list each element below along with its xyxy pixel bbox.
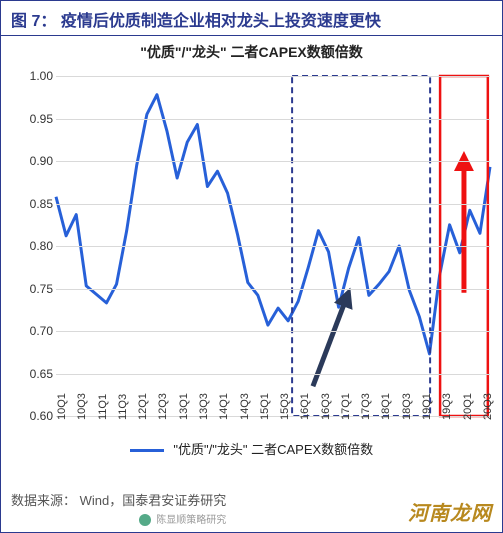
x-tick-label: 17Q1 bbox=[340, 393, 352, 420]
watermark: 河南龙网 bbox=[408, 497, 492, 526]
figure-container: 图 7： 疫情后优质制造企业相对龙头上投资速度更快 "优质"/"龙头" 二者CA… bbox=[0, 0, 503, 533]
x-tick-label: 16Q3 bbox=[320, 393, 332, 420]
x-tick-label: 13Q3 bbox=[198, 393, 210, 420]
x-tick-label: 12Q1 bbox=[137, 393, 149, 420]
gridline bbox=[56, 76, 490, 77]
gridline bbox=[56, 374, 490, 375]
x-tick-label: 18Q3 bbox=[401, 393, 413, 420]
x-tick-label: 20Q1 bbox=[462, 393, 474, 420]
x-tick-label: 11Q1 bbox=[97, 394, 109, 420]
x-tick-label: 16Q1 bbox=[299, 393, 311, 420]
x-tick-label: 15Q1 bbox=[259, 393, 271, 420]
gridline bbox=[56, 289, 490, 290]
y-tick-label: 0.65 bbox=[30, 367, 53, 381]
source-text: Wind，国泰君安证券研究 bbox=[80, 493, 227, 508]
x-tick-label: 20Q3 bbox=[482, 393, 494, 420]
x-tick-label: 13Q1 bbox=[178, 393, 190, 420]
x-tick-label: 10Q3 bbox=[76, 393, 88, 420]
title-bar: 图 7： 疫情后优质制造企业相对龙头上投资速度更快 bbox=[1, 1, 502, 36]
chart-subtitle: "优质"/"龙头" 二者CAPEX数额倍数 bbox=[1, 36, 502, 62]
x-tick-label: 14Q3 bbox=[239, 393, 251, 420]
gridline bbox=[56, 161, 490, 162]
x-tick-label: 15Q3 bbox=[279, 393, 291, 420]
x-tick-label: 17Q3 bbox=[360, 393, 372, 420]
y-tick-label: 0.80 bbox=[30, 239, 53, 253]
y-tick-label: 1.00 bbox=[30, 69, 53, 83]
wechat-icon bbox=[139, 514, 151, 526]
sub-source: 陈显顺策略研究 bbox=[11, 511, 226, 526]
y-tick-label: 0.90 bbox=[30, 154, 53, 168]
figure-number: 图 7： bbox=[11, 13, 56, 30]
x-tick-label: 18Q1 bbox=[380, 393, 392, 420]
gridline bbox=[56, 246, 490, 247]
x-tick-label: 19Q3 bbox=[441, 393, 453, 420]
y-tick-label: 0.95 bbox=[30, 112, 53, 126]
gridline bbox=[56, 119, 490, 120]
x-tick-label: 12Q3 bbox=[157, 393, 169, 420]
legend-swatch bbox=[130, 449, 164, 452]
legend: "优质"/"龙头" 二者CAPEX数额倍数 bbox=[1, 439, 502, 458]
y-tick-label: 0.70 bbox=[30, 324, 53, 338]
source-label: 数据来源： bbox=[11, 493, 76, 508]
y-tick-label: 0.85 bbox=[30, 197, 53, 211]
x-tick-label: 19Q1 bbox=[421, 393, 433, 420]
chart-area: "优质"/"龙头" 二者CAPEX数额倍数 "优质"/"龙头" 二者CAPEX数… bbox=[1, 36, 502, 476]
figure-title: 疫情后优质制造企业相对龙头上投资速度更快 bbox=[61, 13, 381, 30]
source: 数据来源： Wind，国泰君安证券研究 陈显顺策略研究 bbox=[11, 490, 226, 526]
series-line bbox=[56, 95, 490, 354]
x-tick-label: 11Q3 bbox=[117, 394, 129, 420]
gridline bbox=[56, 331, 490, 332]
x-tick-label: 14Q1 bbox=[218, 393, 230, 420]
legend-label: "优质"/"龙头" 二者CAPEX数额倍数 bbox=[173, 442, 373, 457]
x-tick-label: 10Q1 bbox=[56, 393, 68, 420]
footer: 数据来源： Wind，国泰君安证券研究 陈显顺策略研究 河南龙网 bbox=[11, 490, 492, 526]
y-tick-label: 0.75 bbox=[30, 282, 53, 296]
gridline bbox=[56, 204, 490, 205]
y-tick-label: 0.60 bbox=[30, 409, 53, 423]
